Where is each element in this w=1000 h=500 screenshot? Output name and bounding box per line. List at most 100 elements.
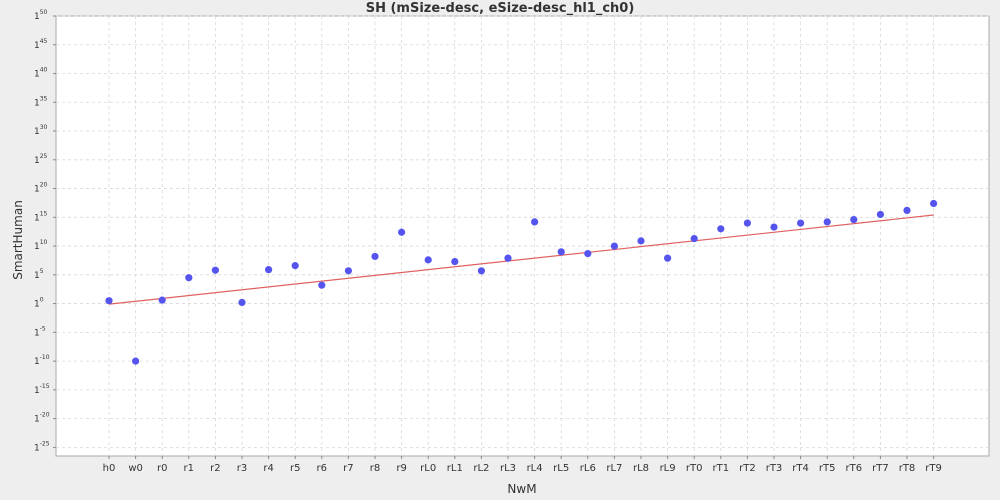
x-tick-label: rL9 <box>660 463 676 474</box>
data-point <box>238 298 246 307</box>
y-tick-base: 1 <box>34 70 40 80</box>
y-tick-exponent: 35 <box>40 95 48 102</box>
data-point <box>717 225 725 233</box>
y-tick-base: 1 <box>34 12 40 22</box>
y-tick-base: 1 <box>34 127 40 137</box>
x-tick-label: rT2 <box>739 463 756 474</box>
data-point <box>610 242 619 250</box>
x-tick-label: rT5 <box>819 463 836 474</box>
x-tick-label: rL5 <box>553 463 569 474</box>
y-tick-exponent: 15 <box>40 210 48 217</box>
data-point <box>876 210 885 219</box>
y-tick-exponent: 45 <box>40 38 48 45</box>
x-tick-label: rL8 <box>633 463 649 474</box>
data-point <box>291 262 299 270</box>
y-tick-label: 1-10 <box>34 354 50 367</box>
x-tick-label: rL3 <box>500 463 516 474</box>
data-point <box>451 257 459 266</box>
data-point <box>344 267 352 275</box>
x-tick-label: w0 <box>128 463 143 474</box>
y-axis-label: SmartHuman <box>11 200 25 280</box>
y-tick-label: 150 <box>34 9 48 22</box>
x-tick-label: rT1 <box>713 463 730 474</box>
y-tick-exponent: -20 <box>40 412 50 419</box>
y-tick-label: 1-5 <box>34 325 46 338</box>
y-tick-label: 125 <box>34 153 48 166</box>
x-tick-label: r5 <box>290 463 300 474</box>
y-tick-exponent: 0 <box>40 297 44 304</box>
data-point <box>504 254 512 262</box>
y-tick-exponent: 50 <box>40 9 48 16</box>
y-tick-exponent: -15 <box>40 383 50 390</box>
trend-line <box>108 214 934 305</box>
y-tick-base: 1 <box>34 415 40 425</box>
x-tick-label: r4 <box>263 463 273 474</box>
y-tick-exponent: -25 <box>40 440 50 447</box>
x-tick-label: rT6 <box>846 463 863 474</box>
x-tick-label: rL0 <box>420 463 436 474</box>
x-tick-label: rL6 <box>580 463 596 474</box>
x-tick-label: r0 <box>157 463 167 474</box>
y-tick-exponent: -10 <box>40 354 50 361</box>
data-point <box>823 218 831 226</box>
x-tick-label: rL7 <box>606 463 622 474</box>
x-tick-label: rT0 <box>686 463 703 474</box>
y-tick-label: 110 <box>34 239 48 252</box>
x-tick-label: rT7 <box>872 463 889 474</box>
y-tick-exponent: 5 <box>40 268 44 275</box>
y-tick-exponent: 20 <box>40 182 48 189</box>
y-tick-base: 1 <box>34 98 40 108</box>
x-tick-label: r9 <box>396 463 406 474</box>
data-point <box>797 219 805 227</box>
y-tick-label: 120 <box>34 182 48 195</box>
plot-area <box>55 15 990 457</box>
y-tick-base: 1 <box>34 242 40 252</box>
y-tick-exponent: 25 <box>40 153 48 160</box>
x-tick-label: h0 <box>103 463 116 474</box>
data-point <box>185 274 193 282</box>
x-tick-label: r7 <box>343 463 353 474</box>
data-point <box>477 267 485 275</box>
data-point <box>424 256 432 264</box>
x-tick-label: r6 <box>317 463 327 474</box>
data-point <box>105 297 113 305</box>
data-point <box>531 218 539 226</box>
data-point <box>690 234 698 243</box>
y-tick-exponent: -5 <box>40 325 46 332</box>
data-point <box>930 199 938 208</box>
y-tick-base: 1 <box>34 300 40 310</box>
x-tick-label: r8 <box>370 463 380 474</box>
x-tick-label: rL1 <box>447 463 463 474</box>
y-tick-label: 1-25 <box>34 440 50 453</box>
x-tick-label: rT8 <box>899 463 916 474</box>
y-tick-label: 140 <box>34 67 48 80</box>
x-tick-label: rT9 <box>925 463 942 474</box>
data-point <box>265 266 273 274</box>
y-tick-base: 1 <box>34 357 40 367</box>
data-point <box>637 237 645 245</box>
data-point <box>584 249 592 258</box>
x-tick-label: rT4 <box>792 463 809 474</box>
y-tick-base: 1 <box>34 213 40 223</box>
data-point <box>770 223 778 231</box>
y-tick-label: 10 <box>34 297 44 310</box>
x-axis-label: NwM <box>507 482 536 496</box>
y-tick-base: 1 <box>34 41 40 51</box>
data-point <box>557 248 565 256</box>
data-point <box>211 266 219 274</box>
y-tick-label: 115 <box>34 210 48 223</box>
data-point <box>664 254 672 262</box>
chart-title: SH (mSize-desc, eSize-desc_hl1_ch0) <box>366 1 635 16</box>
y-tick-label: 145 <box>34 38 48 51</box>
series <box>105 199 938 365</box>
x-tick-label: r1 <box>184 463 194 474</box>
x-axis: h0 w0 r0 r1 r2 r3 r4 r5 r6 r7 r8 r9 rL0 rL1 rL2 rL3 rL4 r… <box>103 456 942 474</box>
x-tick-label: rT3 <box>766 463 783 474</box>
data-point <box>158 296 166 304</box>
y-tick-base: 1 <box>34 185 40 195</box>
y-tick-exponent: 40 <box>40 67 48 74</box>
data-point <box>743 219 752 227</box>
data-point <box>318 281 326 289</box>
